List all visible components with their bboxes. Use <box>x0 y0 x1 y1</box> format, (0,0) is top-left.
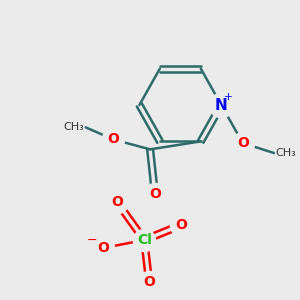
Text: −: − <box>86 233 97 247</box>
Text: Cl: Cl <box>137 233 152 247</box>
Text: N: N <box>215 98 228 112</box>
Text: O: O <box>98 241 109 255</box>
Text: O: O <box>143 275 155 289</box>
Text: CH₃: CH₃ <box>63 122 84 132</box>
Text: O: O <box>237 136 249 150</box>
Text: +: + <box>224 92 233 102</box>
Text: CH₃: CH₃ <box>276 148 297 158</box>
Text: O: O <box>111 195 123 209</box>
Text: O: O <box>149 188 161 201</box>
Text: O: O <box>107 132 119 146</box>
Text: O: O <box>176 218 187 232</box>
